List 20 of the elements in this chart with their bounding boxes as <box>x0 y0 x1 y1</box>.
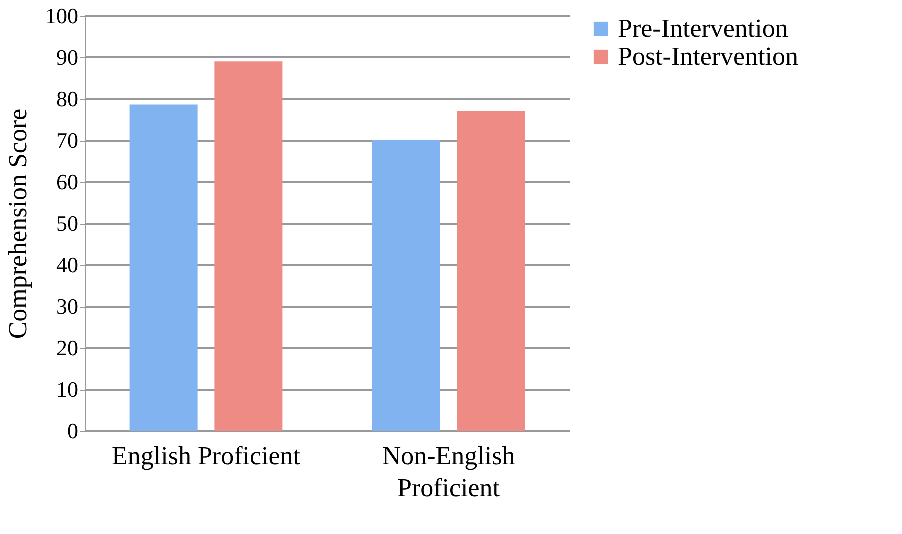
legend-label: Post-Intervention <box>618 42 799 71</box>
bar <box>130 104 198 431</box>
y-axis-title: Comprehension Score <box>4 108 32 340</box>
x-tick-label: Non-English Proficient <box>382 442 516 502</box>
y-tick-label: 100 <box>46 4 78 28</box>
bar <box>214 62 283 431</box>
y-tick-label: 90 <box>56 45 78 70</box>
y-tick-label: 80 <box>56 86 78 112</box>
bar <box>457 111 526 431</box>
y-tick-label: 70 <box>56 128 78 153</box>
y-tick-label: 10 <box>56 377 78 402</box>
y-tick-label: 50 <box>56 211 78 236</box>
y-tick-label: 30 <box>56 294 78 319</box>
x-tick-label: English Proficient <box>112 442 302 470</box>
y-tick-label: 0 <box>68 418 78 444</box>
legend-label: Pre-Intervention <box>618 14 788 43</box>
y-tick-label: 60 <box>56 170 78 194</box>
y-tick-label: 20 <box>56 336 78 360</box>
bar <box>372 140 440 431</box>
y-tick-label: 40 <box>56 252 78 278</box>
